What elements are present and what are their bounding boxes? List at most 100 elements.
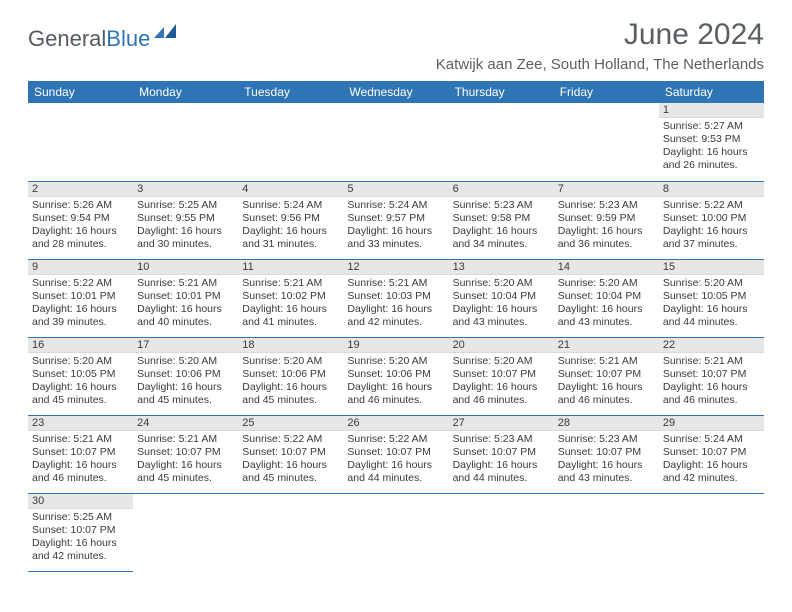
day-header: Thursday <box>449 81 554 103</box>
day-details: Sunrise: 5:23 AMSunset: 9:59 PMDaylight:… <box>554 197 659 256</box>
day-number: 29 <box>659 416 764 431</box>
sunset-line: Sunset: 9:54 PM <box>32 212 129 225</box>
day-number: 21 <box>554 338 659 353</box>
day-header: Wednesday <box>343 81 448 103</box>
day-details: Sunrise: 5:22 AMSunset: 10:07 PMDaylight… <box>343 431 448 490</box>
sunrise-line: Sunrise: 5:20 AM <box>347 355 444 368</box>
sunrise-line: Sunrise: 5:22 AM <box>663 199 760 212</box>
day-number: 17 <box>133 338 238 353</box>
sunrise-line: Sunrise: 5:25 AM <box>137 199 234 212</box>
sunset-line: Sunset: 10:03 PM <box>347 290 444 303</box>
sunrise-line: Sunrise: 5:20 AM <box>453 277 550 290</box>
sunrise-line: Sunrise: 5:21 AM <box>347 277 444 290</box>
month-title: June 2024 <box>436 18 764 52</box>
sunset-line: Sunset: 10:04 PM <box>453 290 550 303</box>
daylight-line: Daylight: 16 hours and 46 minutes. <box>32 459 129 485</box>
day-details: Sunrise: 5:23 AMSunset: 10:07 PMDaylight… <box>554 431 659 490</box>
daylight-line: Daylight: 16 hours and 28 minutes. <box>32 225 129 251</box>
calendar-day-blank <box>238 493 343 571</box>
sunset-line: Sunset: 10:06 PM <box>347 368 444 381</box>
daylight-line: Daylight: 16 hours and 30 minutes. <box>137 225 234 251</box>
sunset-line: Sunset: 10:07 PM <box>663 368 760 381</box>
daylight-line: Daylight: 16 hours and 31 minutes. <box>242 225 339 251</box>
sunrise-line: Sunrise: 5:23 AM <box>453 199 550 212</box>
sunrise-line: Sunrise: 5:26 AM <box>32 199 129 212</box>
sunset-line: Sunset: 10:05 PM <box>32 368 129 381</box>
day-number: 20 <box>449 338 554 353</box>
sunset-line: Sunset: 10:07 PM <box>558 368 655 381</box>
day-header-row: SundayMondayTuesdayWednesdayThursdayFrid… <box>28 81 764 103</box>
sunrise-line: Sunrise: 5:24 AM <box>663 433 760 446</box>
calendar-day: 8 Sunrise: 5:22 AMSunset: 10:00 PMDayligh… <box>659 181 764 259</box>
sunset-line: Sunset: 10:07 PM <box>137 446 234 459</box>
sunrise-line: Sunrise: 5:24 AM <box>242 199 339 212</box>
sunset-line: Sunset: 9:57 PM <box>347 212 444 225</box>
daylight-line: Daylight: 16 hours and 45 minutes. <box>32 381 129 407</box>
day-number: 18 <box>238 338 343 353</box>
calendar-day-blank <box>449 103 554 181</box>
day-details: Sunrise: 5:20 AMSunset: 10:04 PMDaylight… <box>554 275 659 334</box>
day-number: 5 <box>343 182 448 197</box>
sunset-line: Sunset: 10:06 PM <box>137 368 234 381</box>
calendar-day: 25Sunrise: 5:22 AMSunset: 10:07 PMDaylig… <box>238 415 343 493</box>
day-number: 9 <box>28 260 133 275</box>
day-details: Sunrise: 5:27 AMSunset: 9:53 PMDaylight:… <box>659 118 764 177</box>
sunset-line: Sunset: 9:58 PM <box>453 212 550 225</box>
calendar-day: 16Sunrise: 5:20 AMSunset: 10:05 PMDaylig… <box>28 337 133 415</box>
sunset-line: Sunset: 10:00 PM <box>663 212 760 225</box>
calendar-day: 21Sunrise: 5:21 AMSunset: 10:07 PMDaylig… <box>554 337 659 415</box>
day-details: Sunrise: 5:20 AMSunset: 10:06 PMDaylight… <box>343 353 448 412</box>
daylight-line: Daylight: 16 hours and 45 minutes. <box>242 459 339 485</box>
daylight-line: Daylight: 16 hours and 46 minutes. <box>558 381 655 407</box>
day-details: Sunrise: 5:23 AMSunset: 9:58 PMDaylight:… <box>449 197 554 256</box>
day-header: Friday <box>554 81 659 103</box>
calendar-day: 2Sunrise: 5:26 AMSunset: 9:54 PMDaylight… <box>28 181 133 259</box>
day-number: 23 <box>28 416 133 431</box>
day-number: 4 <box>238 182 343 197</box>
calendar-day-blank <box>659 493 764 571</box>
daylight-line: Daylight: 16 hours and 44 minutes. <box>347 459 444 485</box>
daylight-line: Daylight: 16 hours and 36 minutes. <box>558 225 655 251</box>
day-number: 15 <box>659 260 764 275</box>
calendar-day: 27Sunrise: 5:23 AMSunset: 10:07 PMDaylig… <box>449 415 554 493</box>
day-number: 6 <box>449 182 554 197</box>
calendar-day: 11Sunrise: 5:21 AMSunset: 10:02 PMDaylig… <box>238 259 343 337</box>
day-header: Monday <box>133 81 238 103</box>
calendar-week: 23Sunrise: 5:21 AMSunset: 10:07 PMDaylig… <box>28 415 764 493</box>
calendar-day: 3Sunrise: 5:25 AMSunset: 9:55 PMDaylight… <box>133 181 238 259</box>
calendar-body: 1Sunrise: 5:27 AMSunset: 9:53 PMDaylight… <box>28 103 764 571</box>
day-number: 8 <box>659 182 764 197</box>
sunrise-line: Sunrise: 5:22 AM <box>347 433 444 446</box>
calendar-day: 9Sunrise: 5:22 AMSunset: 10:01 PMDayligh… <box>28 259 133 337</box>
daylight-line: Daylight: 16 hours and 42 minutes. <box>32 537 129 563</box>
sunrise-line: Sunrise: 5:23 AM <box>558 433 655 446</box>
calendar-day-blank <box>238 103 343 181</box>
calendar-day: 14Sunrise: 5:20 AMSunset: 10:04 PMDaylig… <box>554 259 659 337</box>
day-number: 13 <box>449 260 554 275</box>
day-number: 25 <box>238 416 343 431</box>
daylight-line: Daylight: 16 hours and 37 minutes. <box>663 225 760 251</box>
sunrise-line: Sunrise: 5:21 AM <box>32 433 129 446</box>
day-number: 12 <box>343 260 448 275</box>
sunrise-line: Sunrise: 5:24 AM <box>347 199 444 212</box>
day-details: Sunrise: 5:22 AMSunset: 10:01 PMDaylight… <box>28 275 133 334</box>
brand-logo: GeneralBlue <box>28 24 182 54</box>
day-details: Sunrise: 5:21 AMSunset: 10:07 PMDaylight… <box>554 353 659 412</box>
day-details: Sunrise: 5:21 AMSunset: 10:01 PMDaylight… <box>133 275 238 334</box>
day-number: 11 <box>238 260 343 275</box>
sunrise-line: Sunrise: 5:22 AM <box>32 277 129 290</box>
sunrise-line: Sunrise: 5:20 AM <box>32 355 129 368</box>
sunrise-line: Sunrise: 5:21 AM <box>663 355 760 368</box>
day-details: Sunrise: 5:23 AMSunset: 10:07 PMDaylight… <box>449 431 554 490</box>
day-details: Sunrise: 5:21 AMSunset: 10:07 PMDaylight… <box>28 431 133 490</box>
daylight-line: Daylight: 16 hours and 46 minutes. <box>347 381 444 407</box>
day-header: Saturday <box>659 81 764 103</box>
sunset-line: Sunset: 10:07 PM <box>347 446 444 459</box>
sunrise-line: Sunrise: 5:21 AM <box>137 277 234 290</box>
day-number: 1 <box>659 103 764 118</box>
sunrise-line: Sunrise: 5:21 AM <box>242 277 339 290</box>
calendar-day-blank <box>133 103 238 181</box>
calendar-day-blank <box>28 103 133 181</box>
day-details: Sunrise: 5:21 AMSunset: 10:03 PMDaylight… <box>343 275 448 334</box>
calendar-week: 2Sunrise: 5:26 AMSunset: 9:54 PMDaylight… <box>28 181 764 259</box>
